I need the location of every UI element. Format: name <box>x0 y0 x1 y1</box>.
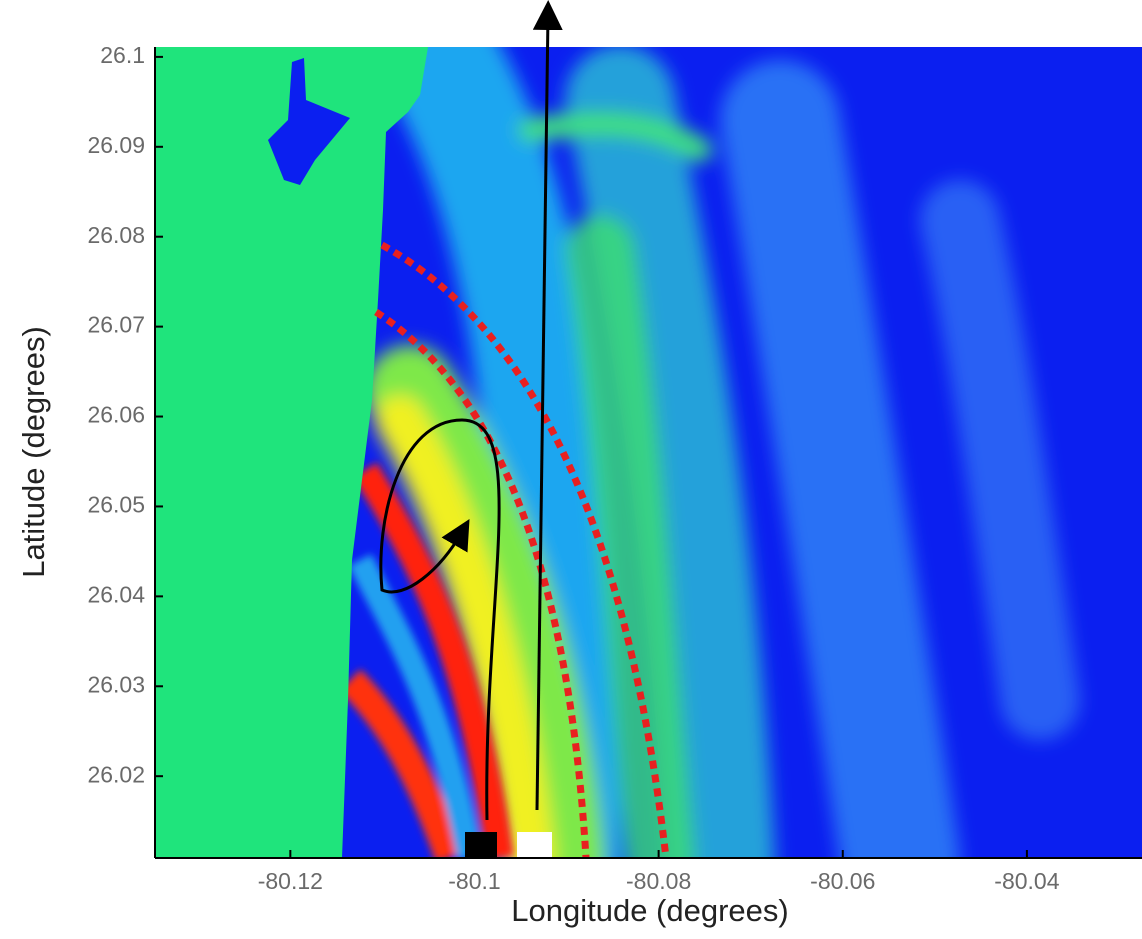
y-tick-label: 26.03 <box>87 671 145 697</box>
dotted-curve <box>374 309 590 858</box>
x-axis-label: Longitude (degrees) <box>511 893 788 928</box>
x-tick-label: -80.08 <box>626 868 691 894</box>
field-bands <box>365 47 1080 858</box>
black-marker <box>465 832 497 858</box>
y-tick-label: 26.02 <box>87 761 145 787</box>
field <box>155 47 1142 858</box>
dotted-curve <box>380 241 670 858</box>
white-marker <box>517 832 552 858</box>
bay <box>268 58 350 185</box>
land <box>155 47 428 858</box>
y-tick-label: 26.04 <box>87 581 145 607</box>
y-axis-label: Latitude (degrees) <box>16 326 51 578</box>
y-tick-label: 26.05 <box>87 492 145 518</box>
y-tick-label: 26.06 <box>87 402 145 428</box>
x-tick-label: -80.1 <box>448 868 500 894</box>
y-tick-label: 26.09 <box>87 132 145 158</box>
x-tick-label: -80.12 <box>258 868 323 894</box>
y-tick-label: 26.1 <box>100 42 145 68</box>
long-arrow <box>532 0 563 811</box>
x-tick-label: -80.04 <box>994 868 1059 894</box>
y-tick-label: 26.07 <box>87 312 145 338</box>
y-tick-label: 26.08 <box>87 222 145 248</box>
x-tick-label: -80.06 <box>810 868 875 894</box>
loop-arrow <box>379 418 501 821</box>
